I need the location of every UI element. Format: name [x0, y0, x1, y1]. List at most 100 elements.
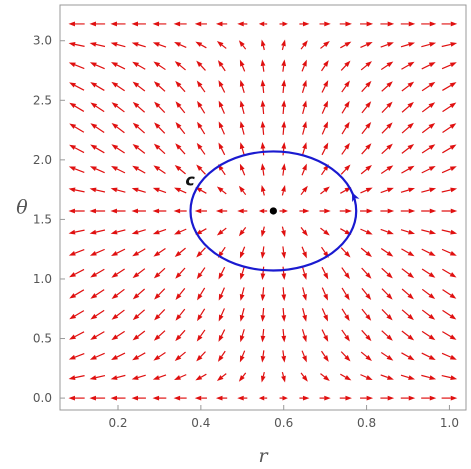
field-arrow	[401, 61, 415, 70]
field-arrow	[218, 121, 225, 135]
field-arrow	[90, 123, 105, 133]
field-arrow	[154, 101, 166, 113]
field-arrow	[421, 42, 437, 48]
field-arrow	[110, 21, 126, 27]
field-arrow	[197, 308, 206, 322]
field-arrow	[301, 266, 307, 280]
field-arrow	[174, 228, 187, 235]
field-arrow	[90, 144, 105, 154]
field-arrow	[281, 185, 286, 196]
field-arrow	[441, 395, 458, 401]
field-arrow	[175, 101, 186, 114]
field-arrow	[260, 100, 266, 115]
field-arrow	[68, 21, 85, 27]
field-arrow	[401, 352, 415, 361]
field-arrow	[110, 395, 126, 401]
field-arrow	[217, 350, 226, 362]
field-arrow	[218, 80, 226, 93]
field-arrow	[341, 100, 350, 114]
field-arrow	[239, 79, 245, 93]
field-arrow	[380, 228, 394, 235]
field-arrow	[89, 352, 105, 360]
field-arrow	[442, 102, 457, 113]
field-arrow	[321, 329, 329, 342]
field-arrow	[401, 81, 415, 92]
field-arrow	[90, 102, 105, 113]
field-arrow	[279, 208, 288, 214]
field-arrow	[421, 62, 436, 70]
field-arrow	[281, 141, 287, 156]
field-arrow	[281, 350, 287, 363]
field-arrow	[260, 329, 266, 343]
field-arrow	[321, 266, 329, 280]
field-arrow	[340, 373, 352, 381]
field-arrow	[132, 352, 146, 361]
field-arrow	[90, 268, 105, 278]
field-arrow	[260, 39, 266, 51]
y-tick-label: 3.0	[33, 34, 52, 48]
curve-label: c	[185, 171, 195, 190]
field-arrow	[260, 287, 266, 302]
field-arrow	[421, 208, 437, 214]
field-arrow	[341, 308, 350, 322]
field-arrow	[421, 374, 437, 380]
field-arrow	[321, 287, 329, 301]
field-arrow	[421, 395, 437, 401]
field-arrow	[215, 208, 228, 214]
field-arrow	[380, 42, 394, 48]
field-arrow	[380, 165, 394, 174]
field-arrow	[300, 226, 308, 237]
field-arrow	[69, 289, 85, 299]
field-arrow	[196, 247, 206, 258]
field-arrow	[239, 308, 245, 322]
field-arrow	[154, 288, 166, 300]
field-arrow	[302, 100, 307, 115]
field-arrow	[175, 143, 186, 155]
field-arrow	[381, 267, 393, 279]
field-arrow	[260, 120, 266, 135]
field-arrow	[196, 80, 206, 93]
field-arrow	[216, 186, 227, 195]
field-arrow	[340, 60, 351, 71]
field-arrow	[441, 229, 458, 235]
field-arrow	[341, 80, 350, 93]
x-tick-label: 0.2	[108, 416, 127, 430]
field-arrow	[68, 62, 85, 70]
field-arrow	[319, 21, 331, 27]
field-arrow	[281, 59, 287, 72]
field-arrow	[279, 21, 288, 27]
field-arrow	[381, 309, 393, 321]
field-arrow	[239, 350, 246, 363]
field-arrow	[258, 208, 268, 214]
field-arrow	[421, 123, 436, 134]
field-arrow	[360, 247, 372, 258]
field-arrow	[111, 123, 125, 134]
field-arrow	[361, 267, 372, 279]
field-arrow	[68, 208, 85, 214]
field-arrow	[152, 21, 167, 27]
field-arrow	[360, 61, 372, 71]
field-arrow	[301, 163, 307, 176]
field-arrow	[196, 267, 206, 280]
x-tick-label: 0.8	[357, 416, 376, 430]
field-arrow	[174, 374, 187, 380]
field-arrow	[239, 121, 245, 135]
field-arrow	[381, 330, 393, 341]
field-arrow	[218, 308, 225, 322]
field-arrow	[258, 21, 268, 27]
field-arrow	[195, 373, 207, 381]
field-arrow	[69, 310, 85, 320]
field-arrow	[421, 102, 436, 113]
field-arrow	[90, 331, 105, 340]
field-arrow	[441, 42, 458, 48]
field-arrow	[442, 289, 457, 299]
field-arrow	[321, 350, 329, 362]
field-arrow	[361, 143, 372, 155]
field-arrow	[260, 266, 266, 281]
field-arrow	[320, 227, 330, 236]
field-arrow	[110, 229, 126, 235]
y-tick-label: 2.0	[33, 153, 52, 167]
field-arrow	[300, 185, 308, 196]
